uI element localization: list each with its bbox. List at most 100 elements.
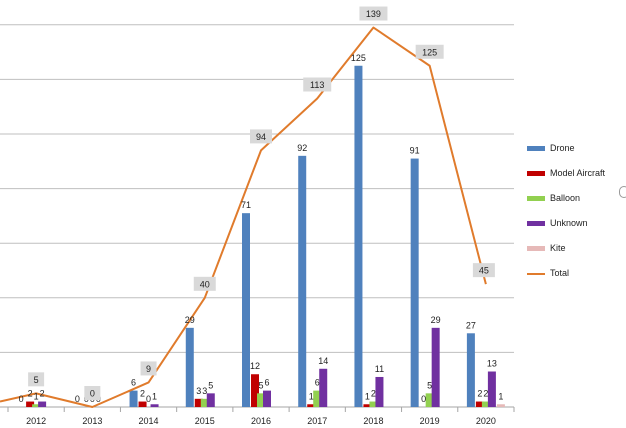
bar-data-label: 13: [487, 359, 497, 369]
bar-data-label: 29: [431, 315, 441, 325]
bar-data-label: 1: [152, 391, 157, 401]
legend-swatch-unknown: [527, 221, 545, 226]
total-label-box: [84, 386, 101, 400]
bar-data-label: 92: [297, 143, 307, 153]
bar-model-aircraft: [251, 374, 259, 407]
bar-data-label: 0: [19, 394, 24, 404]
bar-drone: [129, 390, 138, 407]
legend-item-model-aircraft: Model Aircraft: [527, 168, 623, 193]
total-data-label: 45: [479, 266, 489, 276]
legend-item-drone: Drone: [527, 143, 623, 168]
total-data-label: 5: [34, 375, 39, 385]
bar-data-label: 6: [131, 378, 136, 388]
total-label-box: [193, 276, 216, 291]
data-labels: 0062971921259127202312110210035625220156…: [19, 6, 503, 404]
x-tick-label: 2019: [420, 416, 440, 426]
total-label-box: [140, 361, 157, 376]
bar-data-label: 2: [477, 389, 482, 399]
legend-label-unknown: Unknown: [550, 218, 588, 228]
bar-data-label: 6: [264, 378, 269, 388]
bar-balloon: [481, 401, 490, 407]
scroll-handle[interactable]: [619, 186, 626, 198]
x-tick-label: 2014: [139, 416, 159, 426]
bar-balloon: [257, 393, 265, 407]
bar-data-label: 0: [421, 394, 426, 404]
bar-data-label: 14: [318, 356, 328, 366]
bar-data-label: 91: [410, 146, 420, 156]
x-axis: 2012 2013 2014 2015 2016 2017 2018 2019 2020: [7, 407, 515, 426]
bar-data-label: 2: [40, 389, 45, 399]
legend-item-unknown: Unknown: [527, 218, 623, 243]
bar-kite: [496, 404, 505, 407]
bar-data-label: 12: [250, 361, 260, 371]
total-label-box: [472, 263, 495, 278]
legend-label-total: Total: [550, 268, 570, 278]
total-data-label: 139: [366, 9, 381, 19]
bar-model-aircraft: [138, 401, 147, 407]
x-tick-label: 2016: [251, 416, 271, 426]
total-line-layer: [0, 26, 487, 408]
legend: Drone Model Aircraft Balloon Unknown Kit…: [527, 143, 623, 293]
total-data-label: 40: [200, 279, 210, 289]
legend-label-drone: Drone: [550, 143, 575, 153]
x-tick-label: 2017: [307, 416, 327, 426]
total-data-label: 94: [256, 132, 266, 142]
bar-data-label: 1: [365, 391, 370, 401]
total-data-label: 0: [90, 389, 95, 399]
bar-data-label: 3: [196, 386, 201, 396]
bar-data-label: 2: [28, 389, 33, 399]
bar-data-label: 0: [75, 394, 80, 404]
bar-balloon: [32, 404, 41, 407]
legend-label-kite: Kite: [550, 243, 566, 253]
bar-data-label: 5: [258, 380, 263, 390]
bar-data-label: 11: [375, 364, 384, 374]
bar-drone: [410, 158, 419, 407]
bar-data-label: 71: [241, 200, 251, 210]
total-line: [0, 26, 487, 408]
bar-model-aircraft: [194, 398, 203, 407]
bar-data-label: 1: [498, 391, 503, 401]
bar-data-label: 2: [483, 389, 488, 399]
legend-item-total: Total: [527, 268, 623, 293]
total-data-label: 9: [146, 364, 151, 374]
bar-drone: [298, 155, 307, 407]
legend-swatch-balloon: [527, 196, 545, 201]
bar-data-label: 1: [309, 391, 314, 401]
bar-unknown: [487, 371, 496, 407]
bar-unknown: [263, 390, 271, 407]
bar-drone: [466, 333, 475, 407]
legend-label-balloon: Balloon: [550, 193, 581, 203]
bar-balloon: [369, 401, 378, 407]
bar-data-label: 1: [34, 391, 39, 401]
bar-balloon: [200, 398, 209, 407]
bar-data-label: 29: [185, 315, 195, 325]
bar-unknown: [431, 327, 440, 407]
bar-data-label: 2: [371, 389, 376, 399]
bar-drone: [354, 65, 363, 407]
total-label-box: [250, 129, 272, 144]
x-tick-label: 2013: [82, 416, 102, 426]
legend-swatch-kite: [527, 246, 545, 251]
bar-model-aircraft: [363, 404, 372, 407]
x-tick-label: 2015: [195, 416, 215, 426]
x-tick-label: 2012: [26, 416, 46, 426]
bar-drone: [185, 327, 194, 407]
legend-label-model-aircraft: Model Aircraft: [550, 168, 606, 178]
total-data-label: 113: [310, 80, 324, 90]
bar-data-label: 5: [208, 380, 213, 390]
bar-unknown: [206, 393, 215, 407]
legend-line-total: [527, 273, 545, 275]
total-label-box: [359, 6, 388, 21]
x-tick-label: 2020: [476, 416, 496, 426]
bar-data-label: 5: [427, 380, 432, 390]
bar-data-label: 2: [140, 389, 145, 399]
legend-item-balloon: Balloon: [527, 193, 623, 218]
bar-balloon: [313, 390, 322, 407]
bar-drone: [242, 213, 250, 407]
bar-data-label: 125: [351, 53, 366, 63]
bars: [26, 65, 505, 407]
total-label-box: [28, 372, 45, 387]
legend-swatch-drone: [527, 146, 545, 151]
bar-data-label: 27: [466, 320, 476, 330]
